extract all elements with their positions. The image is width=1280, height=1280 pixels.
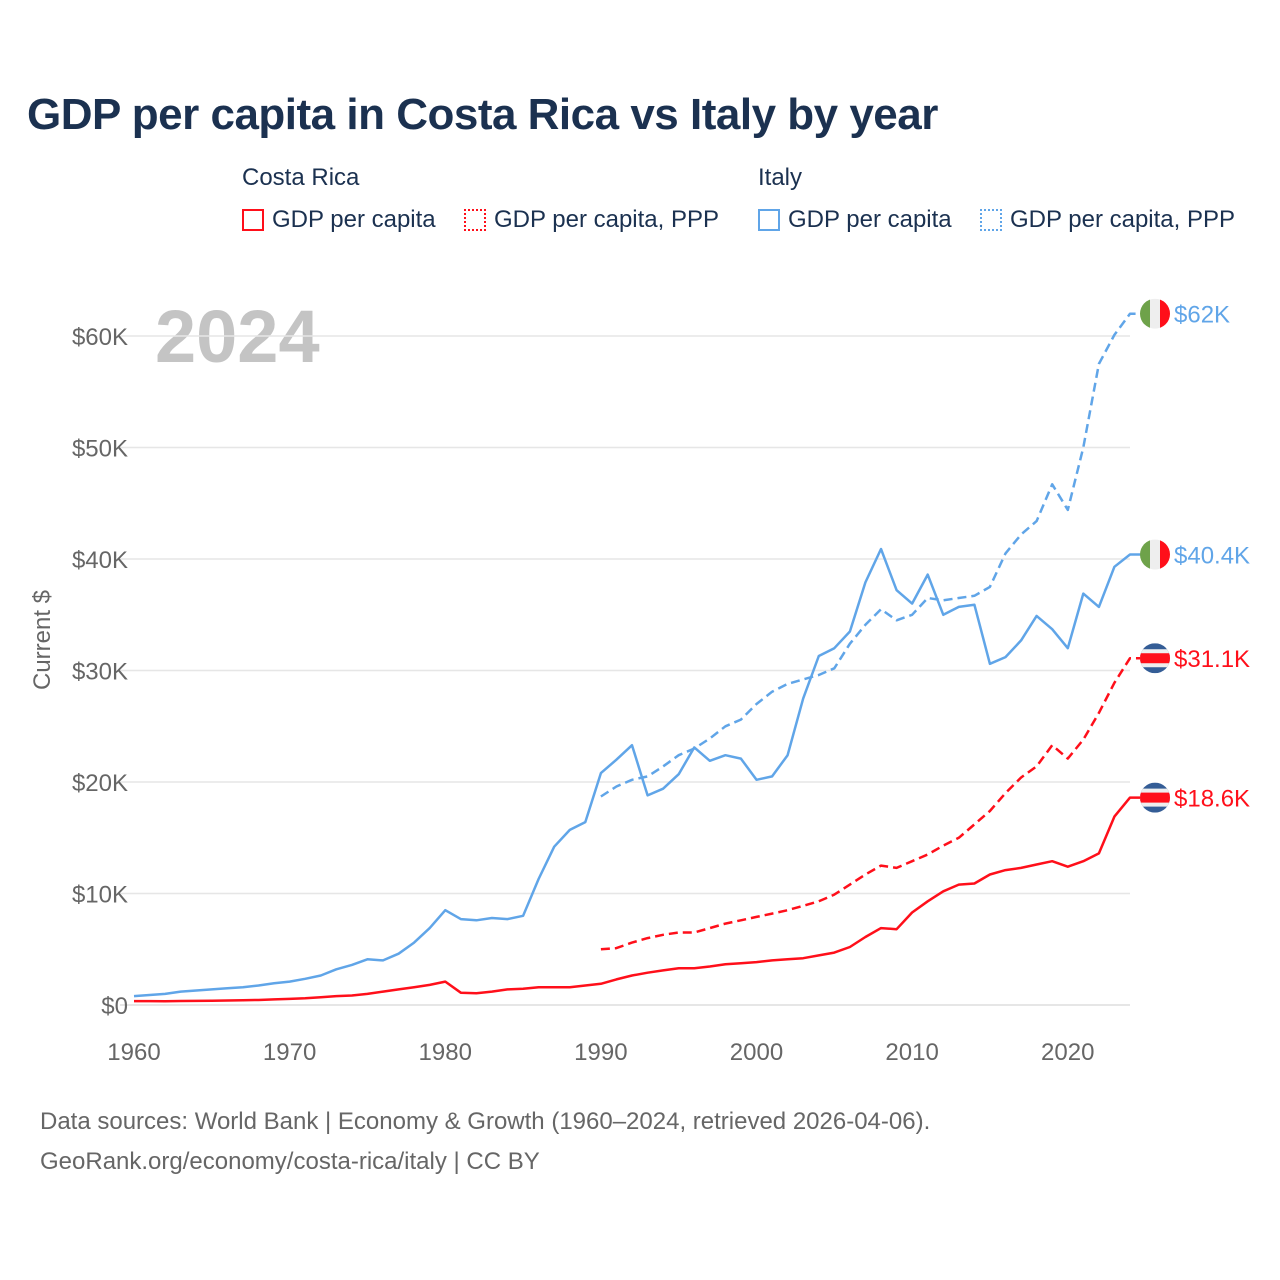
- x-tick-label: 1980: [419, 1039, 472, 1066]
- legend-group-costa-rica: Costa Rica: [242, 164, 360, 191]
- legend-item-cr-gdp[interactable]: GDP per capita: [242, 206, 436, 234]
- y-tick-label: $40K: [72, 547, 128, 574]
- legend-label: GDP per capita: [272, 206, 436, 233]
- x-tick-label: 1970: [263, 1039, 316, 1066]
- costa-rica-flag-icon: [1140, 643, 1170, 674]
- legend-swatch-dotted-icon: [464, 209, 486, 231]
- end-value-label: $62K: [1174, 302, 1230, 329]
- end-value-label: $18.6K: [1174, 786, 1250, 813]
- italy-flag-icon: [1140, 539, 1170, 570]
- source-line-2[interactable]: GeoRank.org/economy/costa-rica/italy | C…: [40, 1148, 540, 1175]
- end-value-label: $31.1K: [1174, 646, 1250, 673]
- series-line-0: [134, 796, 1142, 1003]
- y-tick-label: $30K: [72, 659, 128, 686]
- legend-group-italy: Italy: [758, 164, 803, 191]
- end-value-label: $40.4K: [1174, 543, 1250, 570]
- costa-rica-flag-icon: [1140, 782, 1170, 813]
- legend-item-it-ppp[interactable]: GDP per capita, PPP: [980, 206, 1235, 234]
- legend-swatch-dotted-icon: [980, 209, 1002, 231]
- italy-flag-icon: [1140, 298, 1170, 329]
- x-tick-label: 2010: [885, 1039, 938, 1066]
- legend-swatch-solid-icon: [758, 209, 780, 231]
- y-tick-label: $60K: [72, 324, 128, 351]
- chart-title: GDP per capita in Costa Rica vs Italy by…: [27, 90, 938, 139]
- legend-item-cr-ppp[interactable]: GDP per capita, PPP: [464, 206, 719, 234]
- legend-label: GDP per capita, PPP: [1010, 206, 1235, 233]
- y-tick-label: $10K: [72, 882, 128, 909]
- x-tick-label: 2020: [1041, 1039, 1094, 1066]
- x-tick-label: 2000: [730, 1039, 783, 1066]
- source-line-1: Data sources: World Bank | Economy & Gro…: [40, 1108, 931, 1135]
- legend-item-it-gdp[interactable]: GDP per capita: [758, 206, 952, 234]
- series-line-2: [133, 547, 1142, 998]
- series-line-3: [600, 312, 1142, 798]
- x-tick-label: 1960: [107, 1039, 160, 1066]
- y-tick-label: $50K: [72, 436, 128, 463]
- y-axis-label: Current $: [29, 590, 56, 690]
- y-tick-label: $0: [101, 993, 128, 1020]
- series-line-1: [600, 656, 1142, 951]
- legend-swatch-solid-icon: [242, 209, 264, 231]
- legend-label: GDP per capita, PPP: [494, 206, 719, 233]
- x-tick-label: 1990: [574, 1039, 627, 1066]
- y-tick-label: $20K: [72, 770, 128, 797]
- legend-label: GDP per capita: [788, 206, 952, 233]
